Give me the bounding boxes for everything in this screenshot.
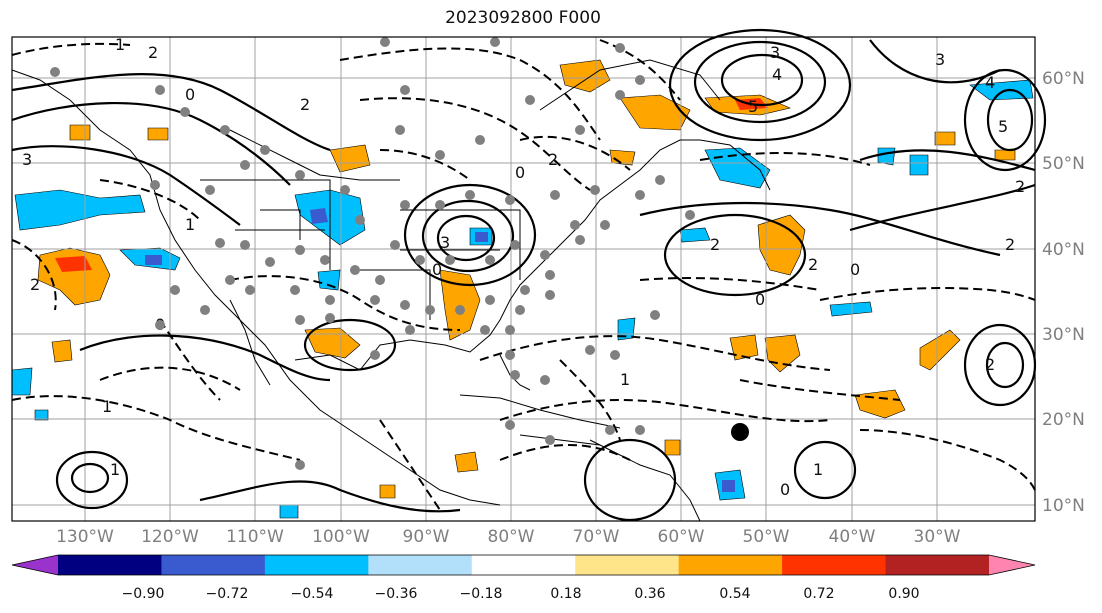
lat-label: 20°N	[1042, 410, 1085, 430]
map-area	[12, 37, 1035, 521]
contour-label: 0	[780, 480, 790, 499]
contour-label: 1	[813, 460, 823, 479]
contour-labels: 1 2 3 0 2 5 4 3 3 4 5 3 0 2 0 2 2 0 0 1 …	[22, 35, 1025, 499]
contour-label: 0	[432, 260, 442, 279]
storm-center-marker	[731, 423, 749, 441]
colorbar-extend-min	[12, 555, 58, 575]
colorbar-tick-label: 0.18	[550, 586, 581, 602]
colorbar-tick-label: −0.90	[122, 586, 165, 602]
colorbar-segment	[58, 555, 162, 575]
contour-label: 4	[772, 65, 782, 84]
colorbar-tick-label: 0.54	[719, 586, 750, 602]
graticule	[12, 37, 1035, 521]
lat-label: 60°N	[1042, 69, 1085, 89]
colorbar-tick-label: 0.90	[888, 586, 919, 602]
lon-label: 80°W	[488, 527, 535, 547]
lat-label: 40°N	[1042, 240, 1085, 260]
colorbar-segment	[264, 555, 369, 575]
latitude-labels: 60°N 50°N 40°N 30°N 20°N 10°N	[1042, 69, 1085, 516]
contour-label: 5	[998, 117, 1008, 136]
colorbar-segment	[678, 555, 783, 575]
lat-label: 30°N	[1042, 325, 1085, 345]
contour-label: 0	[850, 260, 860, 279]
contour-label: 1	[110, 460, 120, 479]
contour-label: 2	[1005, 235, 1015, 254]
colorbar-extend-max	[989, 555, 1035, 575]
contour-label: 2	[300, 95, 310, 114]
contour-label: 1	[115, 35, 125, 54]
lon-label: 70°W	[573, 527, 620, 547]
map-title: 2023092800 F000	[445, 8, 601, 28]
colorbar-segment	[161, 555, 266, 575]
lon-label: 100°W	[312, 527, 370, 547]
contour-label: 1	[620, 370, 630, 389]
contour-label: 5	[748, 97, 758, 116]
contour-label: 1	[185, 215, 195, 234]
dashed-contours	[11, 39, 1036, 511]
contour-label: 3	[770, 43, 780, 62]
lat-label: 10°N	[1042, 496, 1085, 516]
contour-label: 3	[935, 50, 945, 69]
lon-label: 90°W	[403, 527, 450, 547]
colorbar-tick-label: 0.72	[803, 586, 834, 602]
colorbar-tick-label: −0.72	[206, 586, 249, 602]
contour-label: 2	[1015, 177, 1025, 196]
strong-negative-cores	[145, 208, 735, 492]
lon-label: 120°W	[141, 527, 199, 547]
contour-label: 2	[710, 235, 720, 254]
colorbar-tick-label: −0.36	[375, 586, 418, 602]
contour-label: 2	[808, 255, 818, 274]
colorbar	[11, 554, 1036, 576]
contour-label: 0	[515, 163, 525, 182]
coastlines	[11, 59, 771, 522]
lon-label: 110°W	[226, 527, 284, 547]
lon-label: 30°W	[914, 527, 961, 547]
lon-label: 40°W	[829, 527, 876, 547]
colorbar-ticks: −0.90 −0.72 −0.54 −0.36 −0.18 0.18 0.36 …	[122, 586, 920, 602]
colorbar-tick-label: −0.18	[460, 586, 503, 602]
contour-label: 2	[548, 150, 558, 169]
lat-label: 50°N	[1042, 154, 1085, 174]
contour-label: 1	[102, 397, 112, 416]
lon-label: 50°W	[743, 527, 790, 547]
contour-label: 4	[985, 73, 995, 92]
lon-label: 130°W	[56, 527, 114, 547]
map-frame	[11, 36, 1036, 522]
colorbar-segment	[575, 555, 680, 575]
contour-label: 0	[755, 290, 765, 309]
colorbar-segment	[471, 555, 576, 575]
contour-label: 3	[22, 150, 32, 169]
contour-label: 2	[985, 355, 995, 374]
contour-label: 2	[148, 43, 158, 62]
colorbar-segment	[368, 555, 473, 575]
colorbar-outline	[11, 554, 1036, 576]
contour-label: 0	[185, 85, 195, 104]
solid-contours	[11, 28, 1047, 522]
colorbar-segment	[885, 555, 990, 575]
station-markers	[50, 37, 695, 470]
colorbar-tick-label: −0.54	[291, 586, 334, 602]
colorbar-tick-label: 0.36	[634, 586, 665, 602]
colorbar-segment	[782, 555, 887, 575]
longitude-labels: 130°W 120°W 110°W 100°W 90°W 80°W 70°W 6…	[56, 527, 961, 547]
lon-label: 60°W	[658, 527, 705, 547]
contour-label: 2	[30, 275, 40, 294]
contour-label: 3	[440, 233, 450, 252]
